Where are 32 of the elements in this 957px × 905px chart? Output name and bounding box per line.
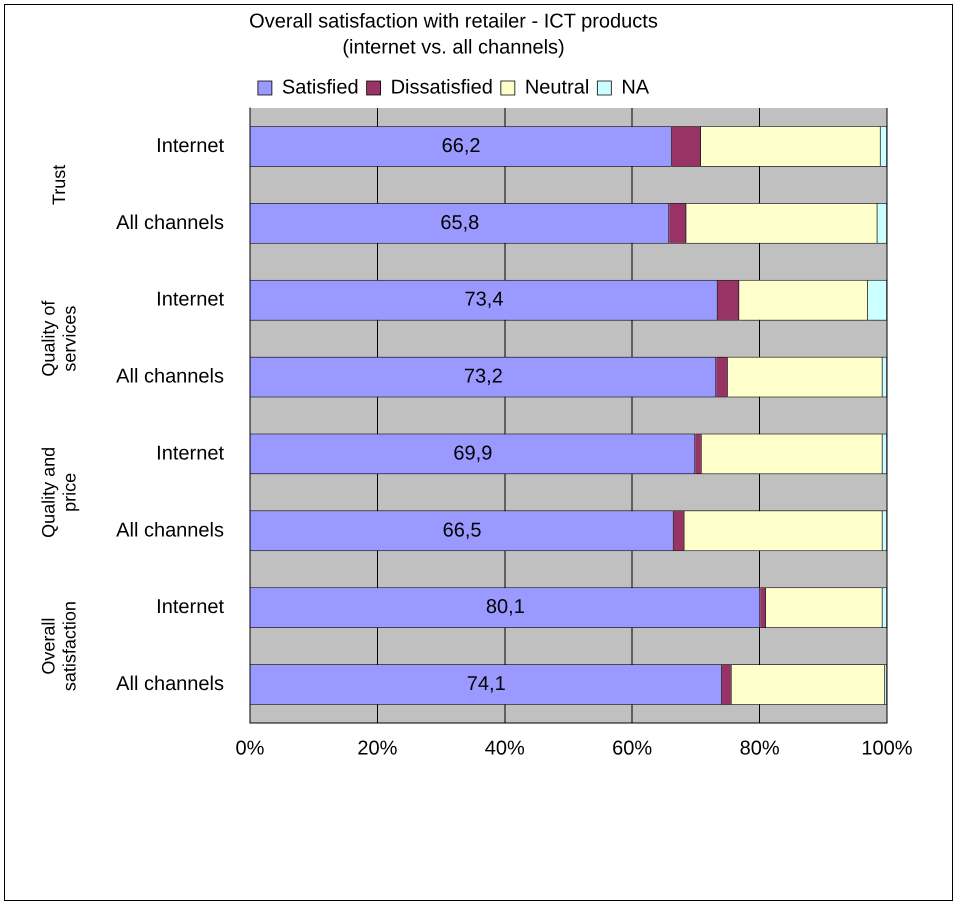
text: Quality and price [38, 446, 80, 538]
x-tick-label: 60% [612, 738, 652, 760]
y-tick-label: Internet [156, 596, 224, 618]
legend-label: Neutral [524, 76, 590, 99]
x-tick-label: 100% [861, 738, 913, 760]
x-tick-label: 20% [357, 738, 398, 760]
legend-label: NA [621, 76, 650, 99]
y-tick-label: Internet [156, 442, 224, 464]
data-label: 69,9 [453, 442, 492, 464]
y-tick-label: All channels [116, 212, 224, 234]
text: Quality of services [38, 300, 80, 377]
data-label: 73,4 [464, 288, 504, 311]
data-label: 66,5 [442, 519, 482, 542]
text: Trust [48, 164, 69, 206]
legend-label: Dissatisfied [390, 76, 493, 99]
x-tick-label: 0% [236, 738, 265, 760]
chart-title: Overall satisfaction with retailer - ICT products [249, 10, 658, 33]
data-label: 74,1 [466, 673, 506, 696]
y-tick-label: Internet [156, 134, 224, 157]
data-label: 65,8 [440, 212, 480, 234]
data-label: 66,2 [442, 134, 481, 157]
x-tick-label: 80% [740, 738, 780, 760]
y-tick-label: All channels [116, 519, 224, 542]
y-tick-label: All channels [116, 366, 224, 388]
text: Overall satisfaction [38, 601, 80, 692]
chart-subtitle: (internet vs. all channels) [342, 36, 565, 59]
y-tick-label: All channels [116, 673, 224, 696]
x-tick-label: 40% [484, 738, 526, 760]
data-label: 73,2 [464, 366, 503, 388]
data-label: 80,1 [486, 596, 525, 618]
y-tick-label: Internet [156, 288, 224, 311]
legend-label: Satisfied [282, 76, 359, 99]
